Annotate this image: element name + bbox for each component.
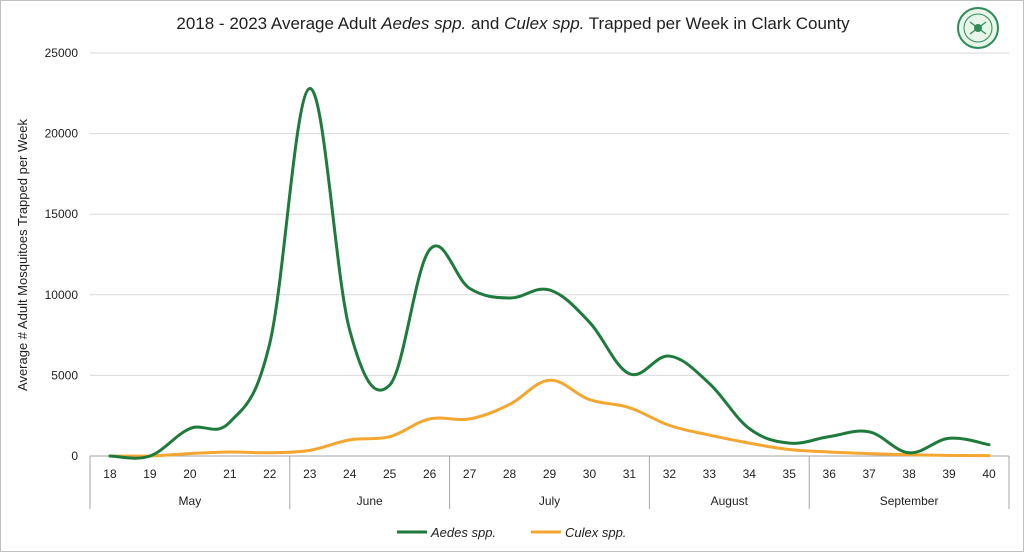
series-line-aedes <box>108 86 991 460</box>
title-suffix: Trapped per Week in Clark County <box>584 14 850 33</box>
x-tick-label: 31 <box>623 467 637 481</box>
chart-title: 2018 - 2023 Average Adult Aedes spp. and… <box>176 14 850 33</box>
x-axis: 18 19 20 21 22 23 24 25 26 27 28 29 30 31 32 33 34 35 36 37… <box>89 455 1010 509</box>
series-lines <box>108 86 991 460</box>
x-tick-label: 32 <box>663 467 677 481</box>
x-tick-label: 26 <box>423 467 437 481</box>
x-tick-label: 23 <box>303 467 317 481</box>
title-middle: and <box>466 14 504 33</box>
x-tick-label: 34 <box>743 467 757 481</box>
y-tick-label: 15000 <box>45 207 79 221</box>
x-tick-label: 18 <box>103 467 117 481</box>
legend: Aedes spp. Culex spp. <box>397 525 626 540</box>
x-tick-label: 29 <box>543 467 557 481</box>
month-label: June <box>357 494 383 508</box>
x-tick-label: 20 <box>183 467 197 481</box>
x-tick-label: 38 <box>902 467 916 481</box>
month-label: September <box>880 494 939 508</box>
x-tick-label: 30 <box>583 467 597 481</box>
month-label: July <box>539 494 560 508</box>
y-tick-label: 10000 <box>45 288 79 302</box>
x-tick-label: 22 <box>263 467 277 481</box>
month-label: May <box>179 494 202 508</box>
x-tick-label: 24 <box>343 467 357 481</box>
x-tick-label: 36 <box>823 467 837 481</box>
x-tick-label: 28 <box>503 467 517 481</box>
legend-label-culex: Culex spp. <box>565 525 626 540</box>
logo-seal-icon <box>957 7 999 49</box>
x-tick-label: 25 <box>383 467 397 481</box>
y-tick-label: 25000 <box>45 46 79 60</box>
x-tick-label: 39 <box>942 467 956 481</box>
y-tick-label: 20000 <box>45 127 79 141</box>
x-tick-label: 33 <box>703 467 717 481</box>
y-tick-label: 0 <box>71 449 78 463</box>
y-tick-label: 5000 <box>51 368 78 382</box>
gridlines <box>90 52 1009 376</box>
title-genus-aedes: Aedes spp. <box>380 14 466 33</box>
x-tick-label: 21 <box>223 467 237 481</box>
series-line-culex <box>108 378 991 458</box>
title-prefix: 2018 - 2023 Average Adult <box>176 14 381 33</box>
x-tick-label: 40 <box>982 467 996 481</box>
x-tick-label: 19 <box>143 467 157 481</box>
y-axis-ticks: 0 5000 10000 15000 20000 25000 <box>45 46 79 463</box>
y-axis-label: Average # Adult Mosquitoes Trapped per W… <box>15 119 30 391</box>
title-genus-culex: Culex spp. <box>504 14 584 33</box>
x-tick-label: 35 <box>783 467 797 481</box>
legend-label-aedes: Aedes spp. <box>430 525 496 540</box>
x-tick-label: 27 <box>463 467 477 481</box>
x-tick-label: 37 <box>862 467 876 481</box>
month-label: August <box>711 494 749 508</box>
